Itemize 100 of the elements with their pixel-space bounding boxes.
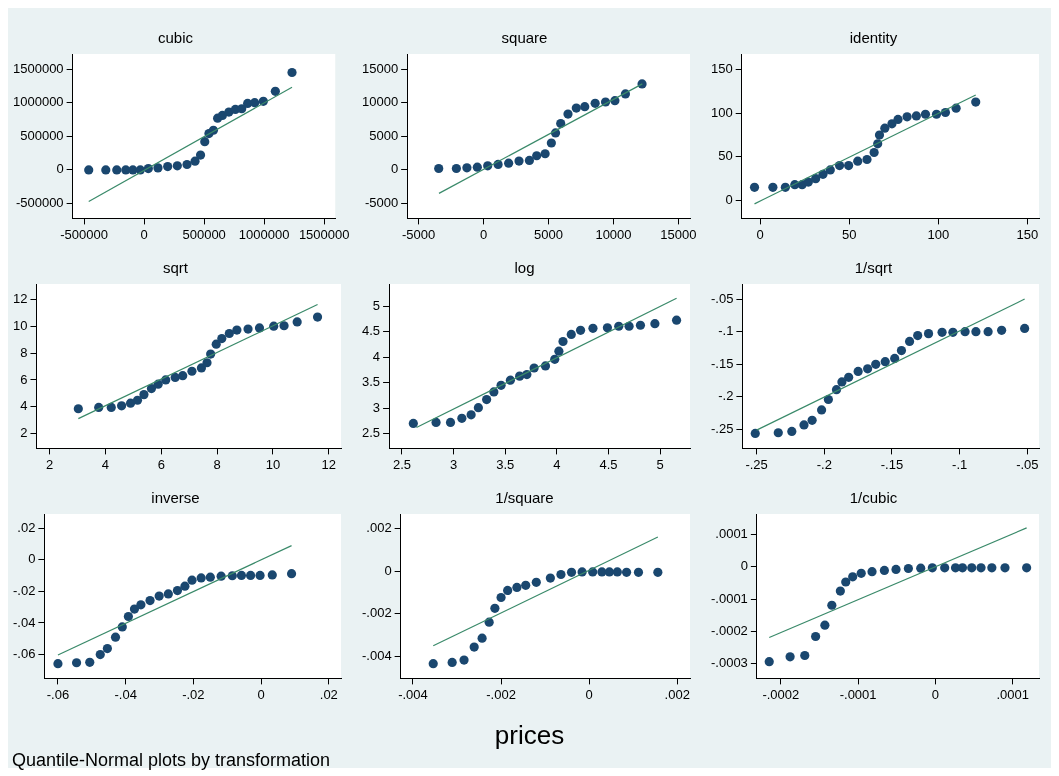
point <box>893 114 903 125</box>
x-tick-label: 5000 <box>534 226 563 242</box>
y-tick-label: 10 <box>12 318 28 334</box>
point <box>146 384 157 394</box>
x-tick-label: 15000 <box>660 226 697 242</box>
point <box>71 658 82 668</box>
point <box>891 564 901 575</box>
x-tick-label: -.1 <box>952 456 968 472</box>
point <box>807 415 817 425</box>
point <box>612 567 622 577</box>
point <box>84 165 94 175</box>
y-tick-label: 0 <box>725 191 733 207</box>
point <box>102 643 112 654</box>
point <box>916 563 926 573</box>
point <box>472 162 482 172</box>
point <box>546 138 556 148</box>
point <box>125 398 136 408</box>
point <box>531 577 541 587</box>
text: Quantile-Normal plots by transformation <box>12 750 331 771</box>
chart-title: 1/square <box>495 489 554 507</box>
point <box>575 325 586 335</box>
point <box>279 321 289 331</box>
point <box>863 364 873 374</box>
y-tick-label: 6 <box>20 371 28 387</box>
point <box>540 149 550 159</box>
point <box>971 327 981 337</box>
point <box>820 620 830 630</box>
point <box>163 161 173 172</box>
x-tick-label: -.004 <box>398 686 428 702</box>
point <box>112 165 122 175</box>
point <box>187 575 197 585</box>
x-tick-label: -.02 <box>182 686 205 702</box>
x-tick-label: 0 <box>931 686 940 702</box>
y-tick-label: 10000 <box>361 94 399 110</box>
point <box>123 611 133 622</box>
x-tick-label: -.002 <box>486 686 516 702</box>
point <box>997 325 1007 335</box>
point <box>967 563 977 573</box>
chart-title: inverse <box>151 489 200 507</box>
point <box>923 329 934 339</box>
point <box>580 102 590 112</box>
point <box>896 345 907 356</box>
point <box>957 563 968 573</box>
x-tick-label: -500000 <box>60 226 108 242</box>
y-tick-label: -.0001 <box>710 590 748 606</box>
point <box>504 158 514 168</box>
point <box>976 563 986 573</box>
point <box>267 570 277 580</box>
chart-title: square <box>501 29 548 47</box>
y-tick-label: .0001 <box>715 526 748 542</box>
y-tick-label: .02 <box>17 519 36 535</box>
point <box>749 182 760 192</box>
point <box>200 137 210 147</box>
point <box>145 595 155 606</box>
x-tick-label: -.25 <box>745 456 768 472</box>
y-tick-label: -.05 <box>710 290 734 306</box>
point <box>482 394 492 405</box>
point <box>911 111 921 121</box>
point <box>255 570 265 581</box>
point <box>621 567 632 577</box>
point <box>853 366 863 377</box>
point <box>110 632 121 642</box>
point <box>1000 563 1010 573</box>
x-tick-label: 4 <box>553 456 561 472</box>
x-tick-label: 12 <box>321 456 336 472</box>
point <box>178 371 188 381</box>
point <box>827 600 837 610</box>
point <box>473 403 483 413</box>
point <box>844 372 854 382</box>
point <box>232 325 242 335</box>
point <box>136 600 146 610</box>
point <box>787 426 797 437</box>
point <box>462 163 472 173</box>
point <box>182 159 192 170</box>
point <box>903 563 913 574</box>
point <box>590 98 600 108</box>
point <box>653 567 663 577</box>
x-tick-label: 0 <box>585 686 593 702</box>
y-tick-label: -500000 <box>15 195 64 211</box>
y-tick-label: 0 <box>384 562 392 578</box>
point <box>236 570 247 581</box>
x-tick-label: -.0001 <box>839 686 877 702</box>
point <box>196 573 206 583</box>
chart-title: cubic <box>157 29 194 47</box>
point <box>117 401 127 411</box>
y-tick-label: 5000 <box>369 127 399 143</box>
point <box>554 346 564 356</box>
y-tick-label: 2.5 <box>361 425 381 441</box>
y-tick-label: .002 <box>366 520 392 536</box>
x-axis-title: prices <box>493 720 566 751</box>
point <box>101 165 111 175</box>
point <box>874 130 885 140</box>
x-tick-label: 1000000 <box>238 226 290 242</box>
x-tick-label: .0001 <box>996 686 1029 702</box>
point <box>428 659 438 669</box>
point <box>937 327 947 337</box>
point <box>971 97 981 107</box>
y-tick-label: -.02 <box>12 582 36 598</box>
point <box>862 154 872 165</box>
y-tick-label: 0 <box>740 558 748 574</box>
